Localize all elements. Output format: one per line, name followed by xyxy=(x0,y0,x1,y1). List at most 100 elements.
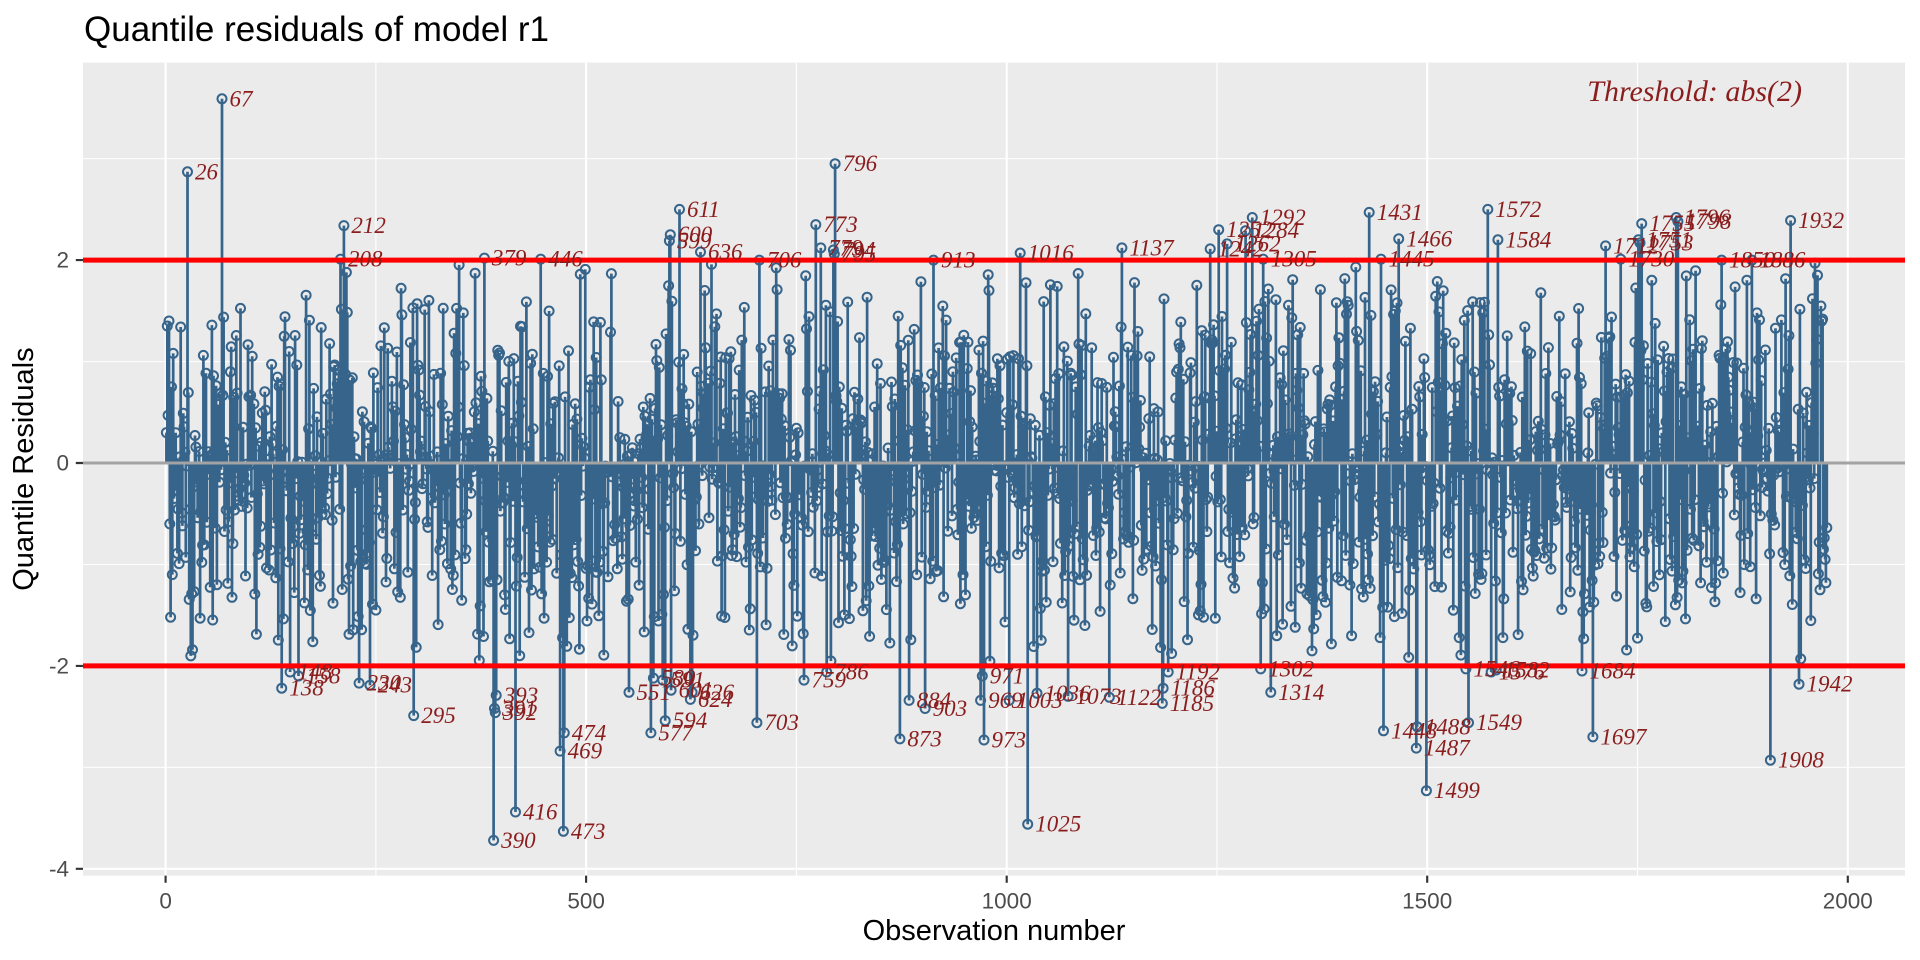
svg-text:1942: 1942 xyxy=(1807,672,1853,697)
svg-text:138: 138 xyxy=(289,676,324,701)
svg-text:416: 416 xyxy=(523,800,558,825)
svg-text:391: 391 xyxy=(501,696,537,721)
svg-text:1546: 1546 xyxy=(1473,656,1520,681)
svg-text:601: 601 xyxy=(679,678,714,703)
svg-text:1908: 1908 xyxy=(1778,748,1825,773)
svg-text:577: 577 xyxy=(658,720,694,745)
svg-text:1582: 1582 xyxy=(1504,658,1550,683)
svg-text:1576: 1576 xyxy=(1499,660,1546,685)
svg-text:2000: 2000 xyxy=(1823,889,1873,914)
svg-text:1850: 1850 xyxy=(1729,248,1776,273)
svg-text:759: 759 xyxy=(812,668,847,693)
svg-text:913: 913 xyxy=(941,248,976,273)
svg-text:473: 473 xyxy=(571,819,606,844)
svg-text:1753: 1753 xyxy=(1648,230,1694,255)
svg-text:446: 446 xyxy=(548,247,583,272)
svg-text:794: 794 xyxy=(841,238,876,263)
svg-text:1122: 1122 xyxy=(1117,685,1161,710)
svg-text:1185: 1185 xyxy=(1170,691,1214,716)
svg-text:1697: 1697 xyxy=(1600,724,1648,749)
svg-text:1730: 1730 xyxy=(1628,247,1675,272)
svg-text:795: 795 xyxy=(842,242,877,267)
svg-text:779: 779 xyxy=(828,235,863,260)
svg-text:1466: 1466 xyxy=(1406,226,1453,251)
svg-text:626: 626 xyxy=(700,680,735,705)
svg-text:212: 212 xyxy=(351,213,386,238)
svg-text:295: 295 xyxy=(421,703,456,728)
svg-text:393: 393 xyxy=(503,683,539,708)
svg-text:786: 786 xyxy=(834,660,869,685)
svg-text:1445: 1445 xyxy=(1389,247,1435,272)
svg-text:600: 600 xyxy=(678,222,713,247)
svg-text:158: 158 xyxy=(306,664,341,689)
svg-text:1796: 1796 xyxy=(1684,205,1731,230)
svg-text:Quantile residuals of model r1: Quantile residuals of model r1 xyxy=(84,10,549,49)
svg-text:1488: 1488 xyxy=(1425,714,1472,739)
svg-text:500: 500 xyxy=(567,889,605,914)
svg-text:390: 390 xyxy=(500,828,536,853)
svg-text:591: 591 xyxy=(670,668,705,693)
svg-text:2: 2 xyxy=(56,248,69,273)
svg-text:1499: 1499 xyxy=(1434,778,1481,803)
svg-text:1305: 1305 xyxy=(1271,247,1317,272)
svg-text:624: 624 xyxy=(698,687,733,712)
svg-text:26: 26 xyxy=(195,159,219,184)
svg-text:1302: 1302 xyxy=(1268,656,1314,681)
svg-text:0: 0 xyxy=(56,451,69,476)
svg-text:1252: 1252 xyxy=(1226,217,1272,242)
svg-text:773: 773 xyxy=(823,212,858,237)
svg-text:1016: 1016 xyxy=(1028,241,1075,266)
svg-text:-4: -4 xyxy=(49,856,69,881)
svg-text:796: 796 xyxy=(843,151,878,176)
svg-text:1186: 1186 xyxy=(1171,676,1216,701)
svg-text:1262: 1262 xyxy=(1235,231,1281,256)
svg-text:0: 0 xyxy=(159,889,172,914)
svg-text:971: 971 xyxy=(990,664,1025,689)
svg-text:379: 379 xyxy=(491,246,527,271)
svg-text:594: 594 xyxy=(673,708,708,733)
svg-text:1242: 1242 xyxy=(1218,236,1264,261)
svg-text:1000: 1000 xyxy=(982,889,1032,914)
svg-text:706: 706 xyxy=(767,248,802,273)
svg-text:973: 973 xyxy=(992,728,1027,753)
svg-text:Observation number: Observation number xyxy=(863,915,1126,947)
svg-text:1192: 1192 xyxy=(1176,660,1220,685)
svg-text:1025: 1025 xyxy=(1035,812,1081,837)
svg-text:1584: 1584 xyxy=(1505,227,1551,252)
svg-text:636: 636 xyxy=(708,240,743,265)
svg-text:1500: 1500 xyxy=(1402,889,1452,914)
svg-text:611: 611 xyxy=(687,197,720,222)
svg-text:Threshold: abs(2): Threshold: abs(2) xyxy=(1587,75,1802,108)
svg-text:1487: 1487 xyxy=(1424,736,1472,761)
svg-text:1448: 1448 xyxy=(1391,718,1438,743)
svg-text:148: 148 xyxy=(298,660,333,685)
svg-text:969: 969 xyxy=(988,688,1023,713)
svg-text:551: 551 xyxy=(637,680,672,705)
svg-text:580: 580 xyxy=(661,666,696,691)
svg-text:1036: 1036 xyxy=(1045,681,1092,706)
svg-text:873: 873 xyxy=(907,726,942,751)
svg-text:230: 230 xyxy=(367,671,402,696)
svg-text:903: 903 xyxy=(933,696,968,721)
svg-text:67: 67 xyxy=(230,86,255,111)
svg-text:1549: 1549 xyxy=(1476,710,1523,735)
svg-text:469: 469 xyxy=(568,739,603,764)
svg-text:884: 884 xyxy=(917,688,952,713)
svg-text:1572: 1572 xyxy=(1495,197,1541,222)
svg-text:1712: 1712 xyxy=(1613,233,1659,258)
svg-text:1284: 1284 xyxy=(1253,218,1299,243)
svg-text:1798: 1798 xyxy=(1685,209,1732,234)
svg-text:1292: 1292 xyxy=(1260,205,1306,230)
svg-text:703: 703 xyxy=(764,710,799,735)
svg-text:474: 474 xyxy=(572,720,607,745)
svg-text:Quantile Residuals: Quantile Residuals xyxy=(8,347,40,590)
svg-text:-2: -2 xyxy=(49,653,69,678)
svg-text:1684: 1684 xyxy=(1590,659,1636,684)
svg-text:1932: 1932 xyxy=(1798,208,1844,233)
svg-text:1755: 1755 xyxy=(1649,211,1695,236)
svg-text:1003: 1003 xyxy=(1017,688,1063,713)
svg-text:392: 392 xyxy=(502,700,538,725)
svg-text:599: 599 xyxy=(677,228,712,253)
svg-text:1751: 1751 xyxy=(1646,227,1692,252)
svg-text:1073: 1073 xyxy=(1076,684,1122,709)
